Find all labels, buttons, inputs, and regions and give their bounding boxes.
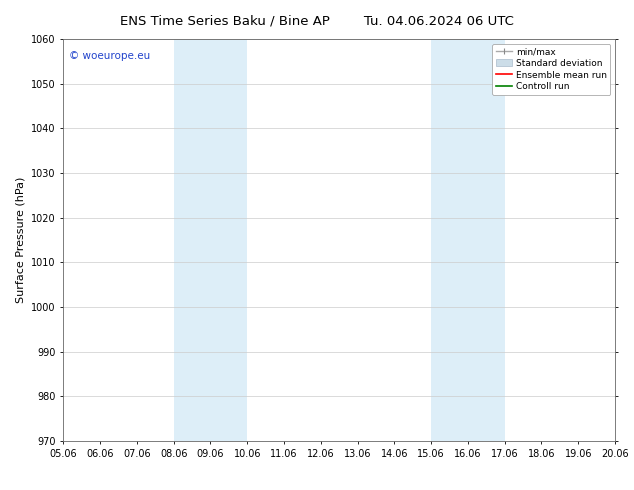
Text: ENS Time Series Baku / Bine AP        Tu. 04.06.2024 06 UTC: ENS Time Series Baku / Bine AP Tu. 04.06… — [120, 15, 514, 28]
Y-axis label: Surface Pressure (hPa): Surface Pressure (hPa) — [16, 177, 25, 303]
Bar — [174, 39, 247, 441]
Bar — [431, 39, 505, 441]
Legend: min/max, Standard deviation, Ensemble mean run, Controll run: min/max, Standard deviation, Ensemble me… — [493, 44, 611, 95]
Text: © woeurope.eu: © woeurope.eu — [69, 51, 150, 61]
